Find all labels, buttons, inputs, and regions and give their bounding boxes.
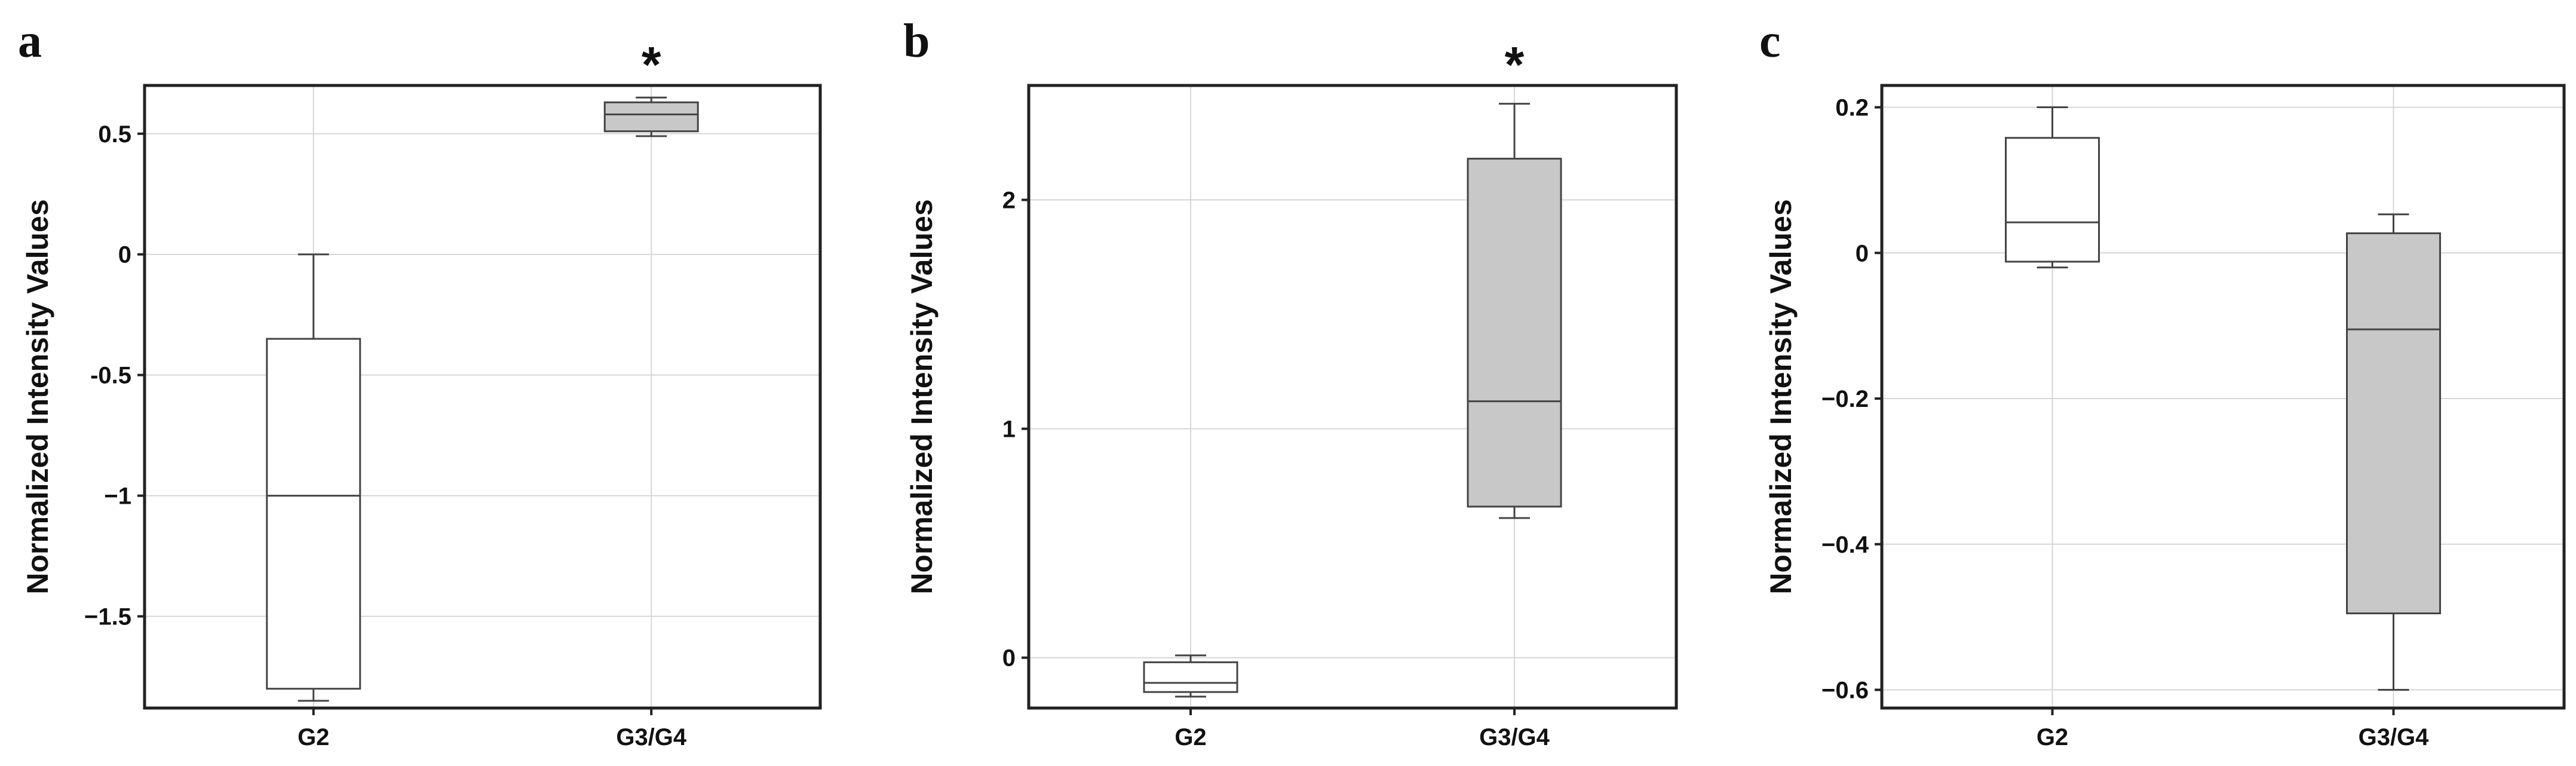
panel-letter: b: [903, 15, 930, 68]
plot-frame: [1027, 84, 1678, 710]
xtick-label: G3/G4: [616, 724, 687, 750]
box-iqr: [266, 338, 361, 690]
xtick-label: G2: [2037, 724, 2068, 750]
y-axis-label: Normalized Intensity Values: [905, 199, 939, 594]
ytick-label: 0: [1002, 645, 1016, 672]
box-g3-g4: [603, 96, 699, 137]
chart-panel-b: 2 1 0 G2 G3/G4 Normalized Intensity Values b *: [903, 15, 1678, 750]
ytick-label: 2: [1002, 188, 1016, 214]
box-iqr: [2005, 137, 2100, 263]
xtick-label: G3/G4: [2359, 724, 2430, 750]
significance-star: *: [1505, 36, 1525, 93]
ytick-label: 0.5: [98, 121, 131, 148]
box-g3-g4: [1467, 103, 1562, 519]
ytick-label: 1: [1002, 416, 1016, 443]
chart-panel-a: 0.5 0 -0.5 −1 −1.5 G2 G3/G4 Normalized Intensit…: [18, 15, 822, 750]
ytick-label: −0.2: [1821, 386, 1869, 412]
xtick-label: G2: [1174, 724, 1206, 750]
box-g2: [1143, 654, 1238, 698]
ytick-label: −1: [104, 483, 131, 510]
xtick-label: G2: [298, 724, 329, 750]
panel-letter: c: [1759, 15, 1781, 68]
ytick-label: 0.2: [1835, 95, 1869, 121]
ytick-label: -0.5: [90, 363, 131, 389]
plot-frame: [143, 84, 822, 710]
plot-frame: [1880, 84, 2566, 710]
box-g3-g4: [2346, 213, 2441, 691]
y-axis-label: Normalized Intensity Values: [1764, 199, 1798, 594]
ytick-label: −0.6: [1821, 678, 1869, 704]
ytick-label: −1.5: [84, 604, 131, 630]
y-axis-label: Normalized Intensity Values: [21, 199, 54, 594]
chart-panel-c: 0.2 0 −0.2 −0.4 −0.6 G2 G3/G4 Normalized Intens…: [1759, 15, 2566, 750]
box-iqr: [1143, 661, 1238, 693]
box-iqr: [1467, 158, 1562, 508]
ytick-label: −0.4: [1821, 532, 1869, 558]
box-iqr: [603, 101, 699, 133]
ytick-label: 0: [118, 242, 131, 268]
panel-letter: a: [18, 15, 42, 68]
box-g2: [266, 253, 361, 702]
xtick-label: G3/G4: [1479, 724, 1550, 750]
significance-star: *: [642, 36, 661, 93]
box-g2: [2005, 106, 2100, 269]
box-iqr: [2346, 232, 2441, 615]
ytick-label: 0: [1856, 240, 1869, 266]
